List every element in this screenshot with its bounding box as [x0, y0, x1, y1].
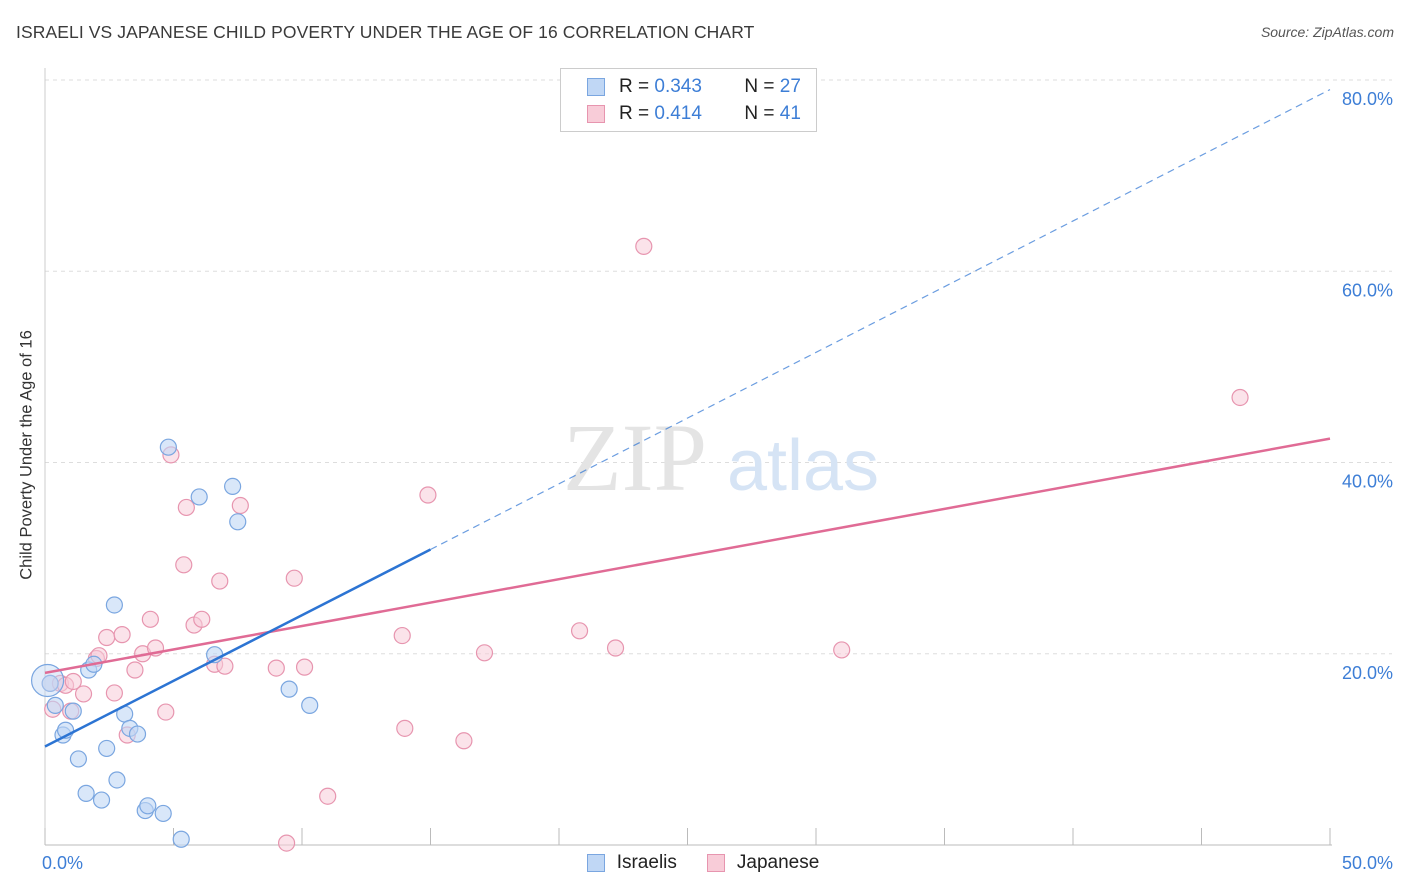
legend-n-value: 27 [779, 76, 801, 97]
data-point-israelis [301, 696, 319, 714]
israelis-points [30, 438, 319, 848]
data-point-israelis [105, 596, 123, 614]
data-point-israelis [139, 797, 157, 815]
watermark: ZIP atlas [563, 404, 879, 511]
y-tick-label: 40.0% [1342, 472, 1393, 492]
data-point-japanese [177, 498, 195, 517]
data-point-israelis [46, 696, 64, 714]
data-point-japanese [126, 661, 144, 679]
data-point-japanese [157, 703, 175, 721]
legend-swatch-blue [587, 78, 605, 96]
legend-item-israelis: Israelis [586, 852, 677, 874]
legend-r-label: R = [619, 76, 650, 97]
data-point-japanese [319, 787, 337, 805]
data-point-japanese [475, 644, 494, 662]
data-point-japanese [295, 658, 314, 676]
trend-line-israelis [44, 548, 432, 748]
data-point-cluster [30, 663, 65, 698]
watermark-zip: ZIP [563, 404, 707, 511]
y-axis-label: Child Poverty Under the Age of 16 [17, 330, 36, 580]
legend-item-japanese: Japanese [706, 852, 820, 874]
legend-swatch-pink [587, 105, 605, 123]
axes [44, 68, 1332, 846]
data-point-japanese [635, 237, 653, 255]
data-point-japanese [74, 685, 93, 703]
data-point-israelis [92, 791, 111, 809]
data-point-israelis [280, 680, 298, 698]
data-point-japanese [211, 572, 229, 590]
data-point-japanese [277, 834, 296, 852]
japanese-points [41, 237, 1249, 852]
trend-line-japanese [44, 437, 1331, 675]
data-point-japanese [285, 569, 303, 587]
data-point-israelis [229, 513, 247, 531]
data-point-israelis [77, 784, 95, 802]
data-point-israelis [128, 725, 147, 743]
legend-row-israelis: R = 0.343 N = 27 [587, 75, 801, 99]
legend-swatch-pink [706, 854, 725, 872]
data-point-japanese [267, 659, 285, 677]
legend-n-value: 41 [779, 103, 801, 124]
legend-row-japanese: R = 0.414 N = 41 [587, 102, 801, 126]
legend-r-value: 0.343 [654, 76, 702, 97]
data-point-japanese [193, 610, 211, 628]
data-point-japanese [393, 626, 411, 645]
legend-swatch-blue [586, 854, 605, 872]
y-tick-label: 80.0% [1342, 89, 1393, 109]
data-point-israelis [41, 674, 59, 692]
tick-labels: 20.0% 40.0% 60.0% 80.0% 0.0% 50.0% [42, 89, 1393, 873]
legend-n-label: N = [744, 103, 775, 124]
data-point-japanese [606, 639, 625, 657]
data-point-israelis [190, 488, 208, 506]
x-tick-label: 50.0% [1342, 853, 1393, 873]
trend-extension-israelis [430, 89, 1331, 551]
data-point-israelis [154, 804, 172, 823]
legend-r-value: 0.414 [654, 103, 702, 124]
trend-lines [44, 89, 1331, 748]
data-point-japanese [98, 628, 116, 647]
data-point-japanese [419, 486, 437, 504]
chart-title: ISRAELI VS JAPANESE CHILD POVERTY UNDER … [16, 22, 755, 42]
data-point-japanese [396, 719, 414, 737]
data-point-japanese [141, 610, 159, 628]
legend-n-label: N = [744, 76, 775, 97]
data-point-japanese [105, 684, 123, 702]
data-point-japanese [231, 496, 249, 515]
series-legend: Israelis Japanese [0, 852, 1406, 874]
data-point-israelis [159, 438, 177, 456]
data-point-israelis [172, 830, 190, 848]
data-point-japanese [833, 641, 851, 659]
y-tick-label: 20.0% [1342, 663, 1393, 683]
data-point-japanese [175, 556, 193, 574]
data-point-japanese [216, 657, 234, 675]
y-tick-label: 60.0% [1342, 280, 1393, 300]
watermark-atlas: atlas [727, 426, 879, 506]
legend-label-japanese: Japanese [736, 852, 820, 873]
data-point-japanese [455, 732, 473, 750]
data-point-japanese [113, 626, 131, 644]
data-point-israelis [98, 739, 116, 758]
x-tick-label: 0.0% [42, 853, 83, 873]
grid-lines [45, 79, 1392, 655]
data-point-japanese [1231, 388, 1249, 407]
data-point-japanese [570, 622, 589, 640]
legend-label-israelis: Israelis [616, 852, 677, 873]
data-point-israelis [64, 702, 82, 720]
data-point-israelis [108, 771, 126, 789]
legend-r-label: R = [619, 103, 650, 124]
correlation-legend: R = 0.343 N = 27 R = 0.414 N = 41 [560, 68, 817, 132]
data-point-japanese [64, 672, 82, 691]
data-point-israelis [69, 750, 88, 768]
source-label: Source: ZipAtlas.com [1260, 24, 1394, 40]
data-point-israelis [224, 477, 242, 496]
